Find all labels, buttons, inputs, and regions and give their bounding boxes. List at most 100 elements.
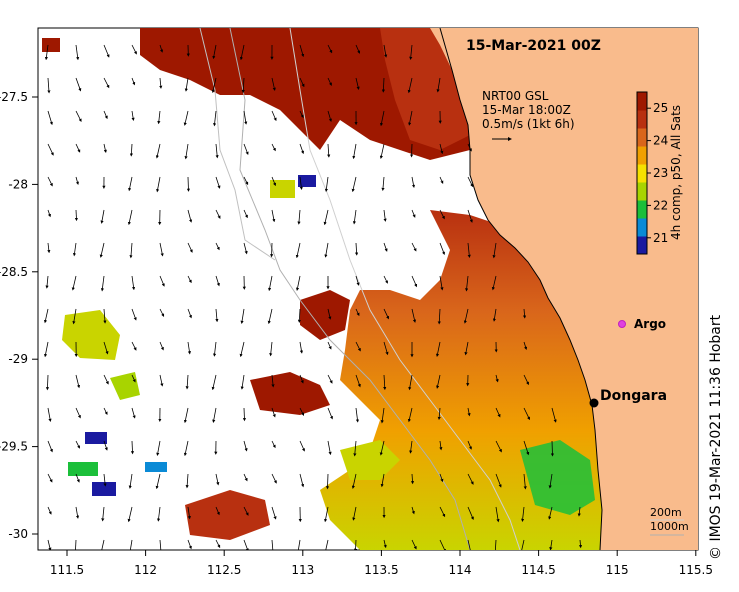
- current-vector: [72, 308, 77, 325]
- current-vector: [495, 407, 501, 418]
- current-vector: [271, 440, 276, 449]
- current-vector: [491, 275, 497, 291]
- current-vector: [156, 506, 161, 522]
- current-vector: [103, 341, 109, 355]
- current-vector: [183, 440, 189, 457]
- current-vector: [327, 110, 332, 123]
- current-vector: [411, 308, 417, 323]
- current-vector: [379, 143, 385, 159]
- current-vector: [379, 440, 385, 456]
- current-vector: [155, 473, 161, 490]
- current-vector: [75, 77, 82, 92]
- current-vector: [215, 539, 221, 549]
- current-vector: [299, 143, 305, 155]
- current-vector: [383, 209, 387, 222]
- current-vector: [243, 176, 249, 186]
- current-vector: [47, 242, 51, 254]
- current-vector: [75, 143, 81, 153]
- dongara-marker: [589, 398, 599, 408]
- current-vector: [103, 308, 107, 324]
- current-vector: [299, 110, 304, 119]
- current-vector: [523, 407, 530, 421]
- current-vector: [407, 407, 413, 423]
- current-vector: [381, 176, 385, 192]
- current-vector: [523, 374, 529, 386]
- colorbar-segment: [637, 110, 647, 129]
- colorbar-tick-label: 23: [653, 166, 668, 180]
- current-vector: [75, 110, 82, 123]
- current-vector: [47, 473, 53, 483]
- current-vector: [355, 275, 360, 286]
- current-vector: [439, 473, 444, 483]
- current-vector: [495, 506, 500, 523]
- current-vector: [157, 110, 161, 125]
- current-vector: [47, 110, 53, 126]
- isobath-legend-1000m: 1000m: [650, 520, 689, 533]
- current-vector: [380, 407, 385, 424]
- current-vector: [327, 143, 331, 158]
- credit-text: © IMOS 19-Mar-2021 11:36 Hobart: [708, 314, 724, 560]
- current-vector: [44, 341, 49, 358]
- current-vector: [211, 77, 217, 94]
- colorbar-tick-label: 25: [653, 101, 668, 115]
- current-vector: [47, 209, 51, 218]
- colorbar-tick-label: 22: [653, 198, 668, 212]
- current-vector: [128, 176, 133, 192]
- current-vector: [185, 473, 189, 489]
- current-vector: [103, 374, 109, 385]
- map-title: 15-Mar-2021 00Z: [466, 38, 601, 54]
- lon-tick-label: 114: [449, 563, 472, 577]
- sst-central-patch: [300, 290, 350, 340]
- current-vector: [72, 242, 77, 257]
- current-vector: [464, 341, 469, 356]
- current-vector: [299, 407, 305, 416]
- current-vector: [75, 176, 79, 186]
- current-vector: [520, 539, 525, 550]
- current-vector: [155, 143, 161, 159]
- current-vector: [355, 374, 361, 388]
- current-vector: [99, 242, 105, 258]
- current-legend-time: 15-Mar 18:00Z: [482, 103, 571, 117]
- current-vector: [439, 209, 445, 220]
- current-vector: [492, 242, 497, 259]
- colorbar-tick-label: 24: [653, 134, 668, 148]
- current-vector: [215, 308, 219, 323]
- current-vector: [411, 176, 416, 189]
- current-vector: [551, 407, 557, 423]
- current-vector: [45, 374, 50, 391]
- current-vector: [439, 539, 446, 550]
- current-vector: [47, 407, 52, 423]
- current-vector: [130, 440, 135, 455]
- current-vector: [577, 506, 581, 517]
- current-vector: [185, 374, 189, 390]
- current-vector: [131, 275, 136, 291]
- isobath-200m: [289, 28, 521, 550]
- current-vector: [299, 473, 305, 488]
- colorbar-segment: [637, 92, 647, 111]
- current-vector: [103, 110, 108, 120]
- current-vector: [243, 209, 248, 219]
- current-vector: [409, 44, 413, 61]
- current-vector: [495, 374, 499, 383]
- current-vector: [439, 506, 446, 518]
- current-vector: [495, 473, 502, 488]
- current-vector: [578, 539, 583, 549]
- colorbar-segment: [637, 200, 647, 219]
- lat-tick-label: -30: [8, 527, 28, 541]
- current-vector: [215, 176, 221, 189]
- current-vector: [103, 143, 107, 154]
- current-vector: [439, 176, 444, 184]
- current-vector: [435, 341, 441, 358]
- current-vector: [439, 143, 444, 155]
- current-vector: [103, 77, 110, 89]
- current-vector: [75, 440, 80, 449]
- current-vector: [355, 407, 360, 423]
- current-vector: [243, 143, 249, 156]
- current-vector: [183, 110, 189, 126]
- current-vector: [240, 308, 245, 325]
- latitude-axis: -27.5 -28 -28.5 -29 -29.5 -30: [0, 90, 38, 541]
- isobath-legend-200m: 200m: [650, 506, 682, 519]
- current-vector: [549, 539, 553, 550]
- longitude-axis: 111.5 112 112.5 113 113.5 114 114.5 115 115.5: [50, 550, 713, 577]
